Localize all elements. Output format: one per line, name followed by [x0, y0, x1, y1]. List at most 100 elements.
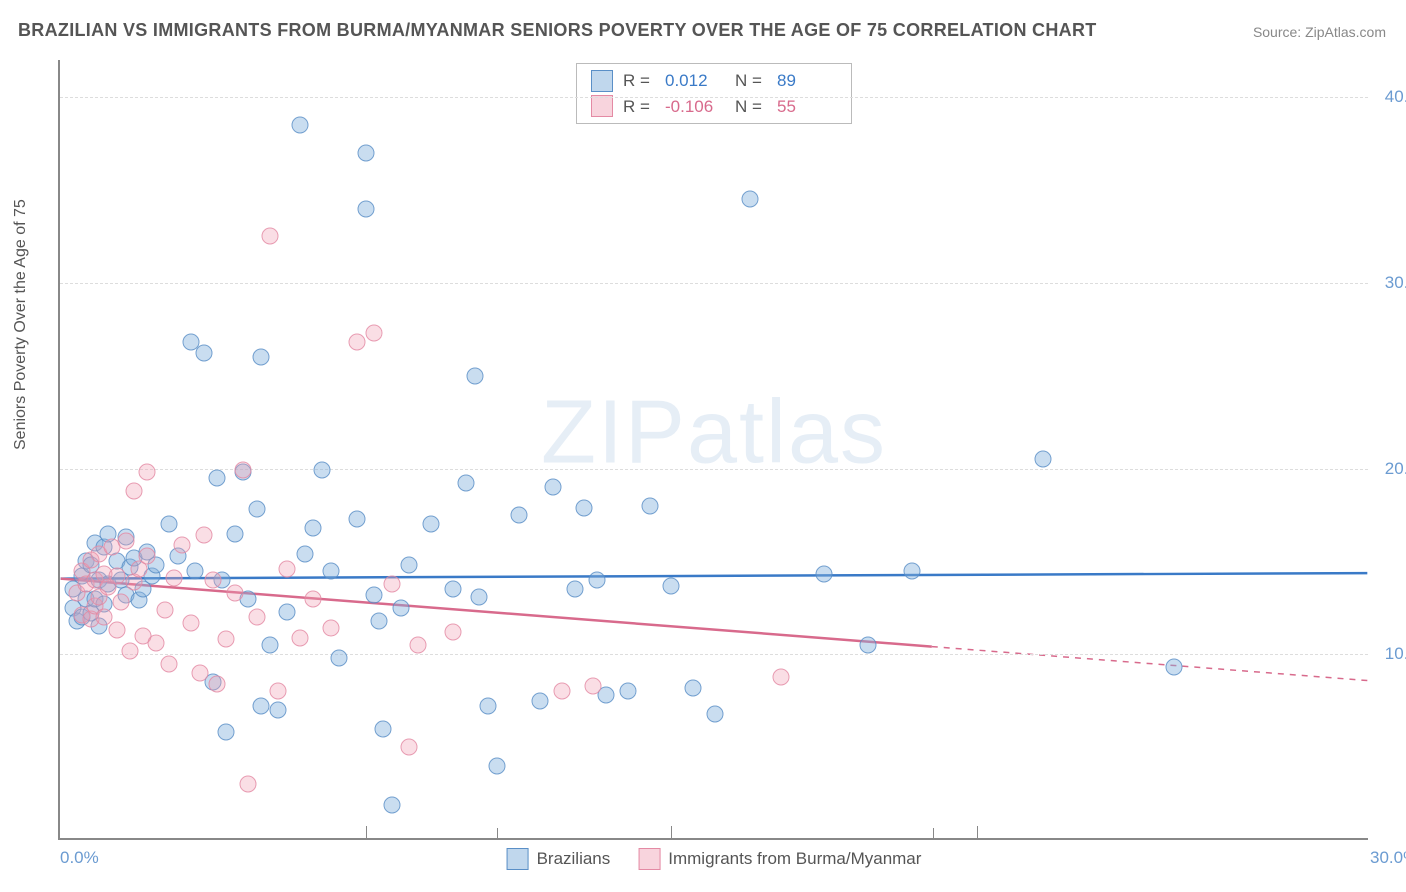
source-label: Source: ZipAtlas.com	[1253, 24, 1386, 40]
data-point	[576, 499, 593, 516]
data-point	[191, 664, 208, 681]
data-point	[366, 325, 383, 342]
data-point	[121, 642, 138, 659]
x-tick	[497, 828, 498, 840]
data-point	[532, 692, 549, 709]
x-tick-label: 30.0%	[1370, 848, 1378, 868]
data-point	[1165, 659, 1182, 676]
data-point	[423, 516, 440, 533]
data-point	[261, 228, 278, 245]
data-point	[707, 705, 724, 722]
data-point	[296, 546, 313, 563]
data-point	[292, 629, 309, 646]
legend-item-1: Brazilians	[507, 848, 611, 870]
chart-container: BRAZILIAN VS IMMIGRANTS FROM BURMA/MYANM…	[0, 0, 1406, 892]
data-point	[314, 462, 331, 479]
data-point	[279, 603, 296, 620]
data-point	[270, 683, 287, 700]
data-point	[348, 334, 365, 351]
data-point	[401, 739, 418, 756]
data-point	[183, 614, 200, 631]
data-point	[117, 533, 134, 550]
stats-row-1: R = 0.012 N = 89	[591, 68, 837, 94]
data-point	[322, 620, 339, 637]
data-point	[375, 720, 392, 737]
stat-r-1: 0.012	[665, 68, 725, 94]
stat-label-n: N =	[735, 68, 767, 94]
y-axis-label: Seniors Poverty Over the Age of 75	[12, 199, 30, 450]
data-point	[209, 676, 226, 693]
data-point	[383, 796, 400, 813]
data-point	[471, 588, 488, 605]
x-minor-tick	[671, 826, 672, 840]
data-point	[113, 594, 130, 611]
data-point	[331, 650, 348, 667]
data-point	[410, 637, 427, 654]
data-point	[139, 547, 156, 564]
y-tick-label: 30.0%	[1385, 273, 1406, 293]
data-point	[156, 601, 173, 618]
data-point	[174, 536, 191, 553]
data-point	[196, 527, 213, 544]
data-point	[108, 622, 125, 639]
legend-label-1: Brazilians	[537, 849, 611, 869]
data-point	[772, 668, 789, 685]
data-point	[187, 562, 204, 579]
data-point	[619, 683, 636, 700]
data-point	[903, 562, 920, 579]
data-point	[139, 464, 156, 481]
data-point	[226, 585, 243, 602]
data-point	[239, 776, 256, 793]
data-point	[235, 462, 252, 479]
data-point	[148, 635, 165, 652]
plot-area: ZIPatlas R = 0.012 N = 89 R = -0.106 N =…	[58, 60, 1368, 840]
data-point	[445, 624, 462, 641]
swatch-pink-icon	[591, 95, 613, 117]
data-point	[248, 501, 265, 518]
data-point	[252, 349, 269, 366]
data-point	[370, 612, 387, 629]
data-point	[126, 482, 143, 499]
x-tick	[933, 828, 934, 840]
data-point	[741, 191, 758, 208]
data-point	[209, 469, 226, 486]
data-point	[663, 577, 680, 594]
stat-n-1: 89	[777, 68, 837, 94]
data-point	[305, 520, 322, 537]
data-point	[165, 570, 182, 587]
data-point	[466, 367, 483, 384]
data-point	[366, 586, 383, 603]
y-tick-label: 10.0%	[1385, 644, 1406, 664]
data-point	[816, 566, 833, 583]
data-point	[567, 581, 584, 598]
data-point	[261, 637, 278, 654]
x-minor-tick	[977, 826, 978, 840]
legend-swatch-pink-icon	[638, 848, 660, 870]
data-point	[545, 479, 562, 496]
data-point	[161, 655, 178, 672]
data-point	[217, 631, 234, 648]
data-point	[479, 698, 496, 715]
legend-label-2: Immigrants from Burma/Myanmar	[668, 849, 921, 869]
data-point	[458, 475, 475, 492]
data-point	[641, 497, 658, 514]
swatch-blue-icon	[591, 70, 613, 92]
data-point	[248, 609, 265, 626]
data-point	[348, 510, 365, 527]
data-point	[161, 516, 178, 533]
x-tick-label: 0.0%	[60, 848, 99, 868]
data-point	[383, 575, 400, 592]
chart-title: BRAZILIAN VS IMMIGRANTS FROM BURMA/MYANM…	[18, 20, 1097, 41]
data-point	[95, 609, 112, 626]
data-point	[357, 200, 374, 217]
data-point	[445, 581, 462, 598]
data-point	[226, 525, 243, 542]
data-point	[1034, 451, 1051, 468]
grid-line-h	[60, 283, 1368, 284]
data-point	[554, 683, 571, 700]
data-point	[279, 560, 296, 577]
grid-line-h	[60, 97, 1368, 98]
data-point	[357, 144, 374, 161]
y-tick-label: 20.0%	[1385, 459, 1406, 479]
legend-item-2: Immigrants from Burma/Myanmar	[638, 848, 921, 870]
